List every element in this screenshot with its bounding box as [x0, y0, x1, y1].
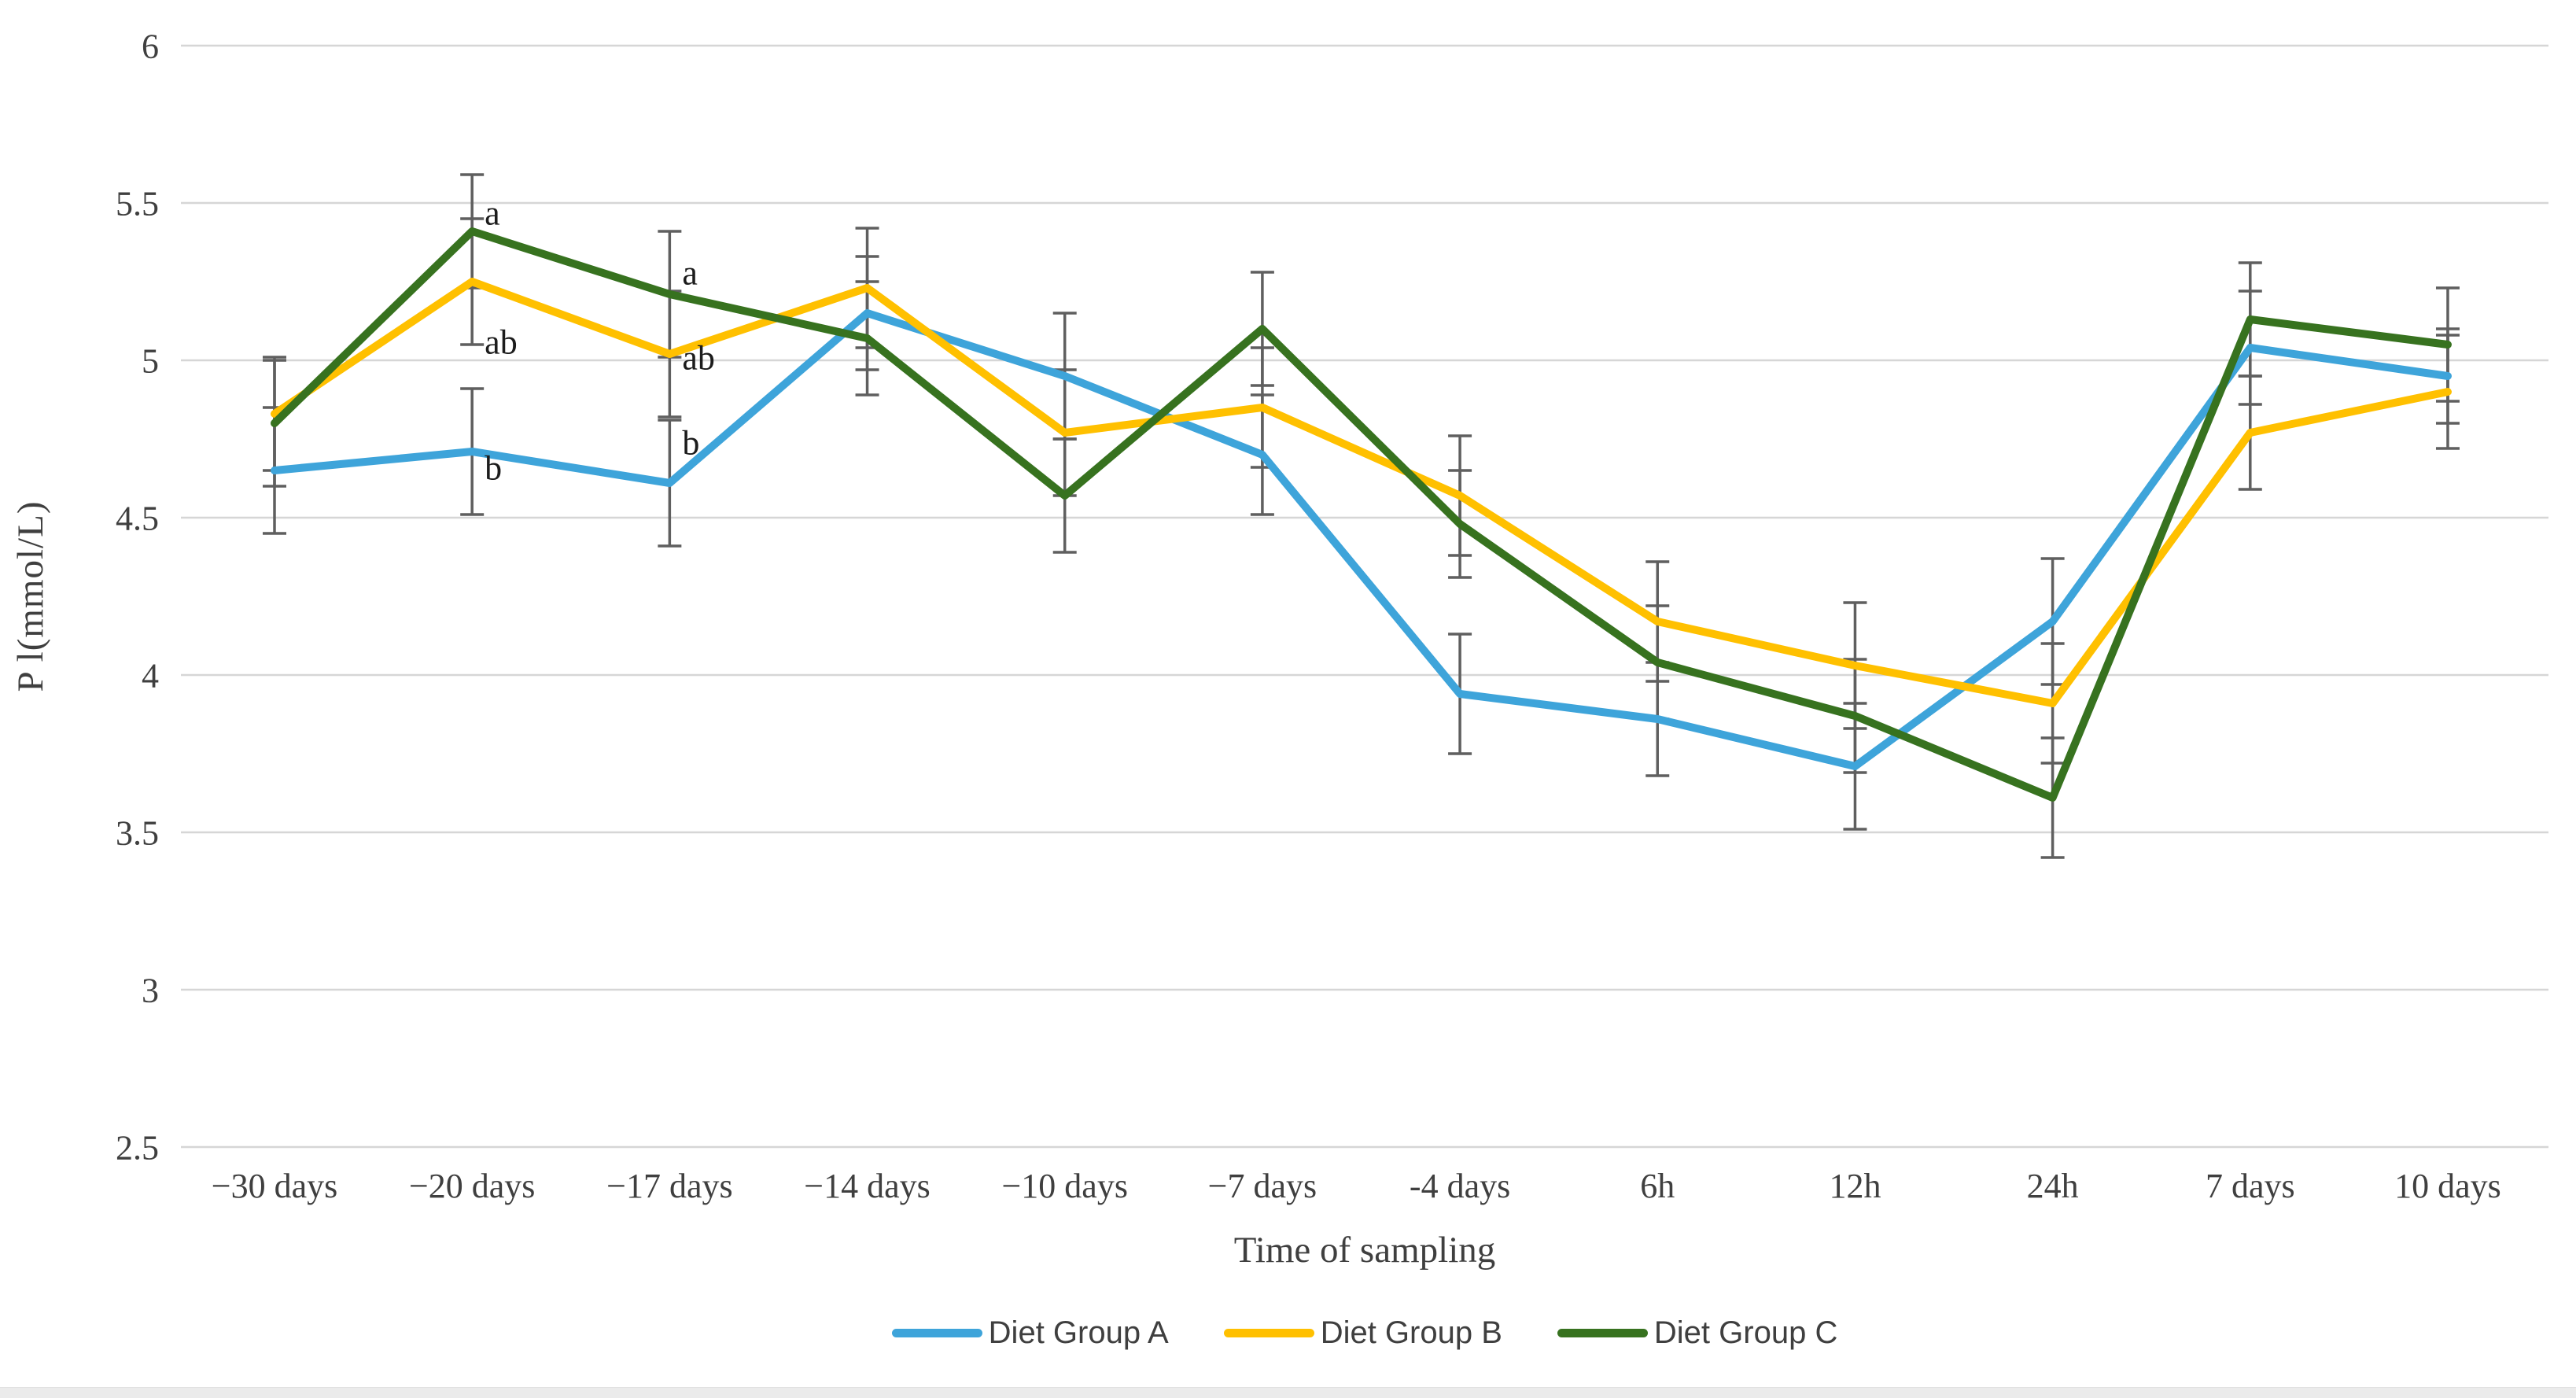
bottom-divider [0, 1387, 2576, 1398]
x-tick-label: 12h [1829, 1167, 1881, 1205]
x-tick-label: -4 days [1410, 1167, 1510, 1205]
y-tick-label: 4.5 [116, 499, 159, 537]
x-tick-label: 7 days [2206, 1167, 2295, 1205]
y-axis-title: P l(mmol/L) [10, 500, 51, 692]
x-tick-label: −7 days [1208, 1167, 1317, 1205]
legend-label: Diet Group C [1653, 1315, 1838, 1350]
significance-annotation: ab [485, 323, 518, 361]
x-tick-label: 6h [1640, 1167, 1675, 1205]
legend-line-swatch [1223, 1329, 1314, 1337]
legend-item-a: Diet Group A [891, 1315, 1169, 1351]
y-tick-label: 6 [142, 27, 159, 65]
x-tick-label: −17 days [606, 1167, 732, 1205]
y-tick-label: 4 [142, 656, 159, 695]
x-tick-label: −10 days [1001, 1167, 1127, 1205]
chart-legend: Diet Group A Diet Group B Diet Group C [181, 1315, 2548, 1351]
y-tick-label: 3.5 [116, 813, 159, 852]
series-line-diet-group-a [271, 309, 2452, 770]
x-tick-label: −30 days [212, 1167, 337, 1205]
legend-item-c: Diet Group C [1557, 1315, 1837, 1351]
legend-line-swatch [1557, 1329, 1648, 1337]
y-tick-label: 5.5 [116, 184, 159, 223]
x-tick-label: 24h [2027, 1167, 2079, 1205]
series-line-diet-group-b [271, 278, 2452, 707]
legend-item-b: Diet Group B [1223, 1315, 1502, 1351]
x-tick-label: −20 days [409, 1167, 535, 1205]
y-tick-label: 2.5 [116, 1128, 159, 1167]
significance-annotation: a [485, 194, 500, 232]
x-tick-label: 10 days [2394, 1167, 2501, 1205]
series-line-diet-group-c [271, 227, 2452, 802]
legend-line-swatch [891, 1329, 982, 1337]
significance-annotation: a [682, 253, 698, 292]
x-tick-label: −14 days [804, 1167, 930, 1205]
y-tick-label: 5 [142, 341, 159, 380]
y-tick-label: 3 [142, 971, 159, 1009]
significance-annotation: b [682, 423, 699, 462]
significance-annotation: ab [682, 338, 715, 377]
legend-label: Diet Group A [988, 1315, 1169, 1350]
x-axis-title: Time of sampling [1233, 1230, 1496, 1271]
legend-label: Diet Group B [1320, 1315, 1502, 1350]
significance-annotation: b [485, 448, 502, 487]
